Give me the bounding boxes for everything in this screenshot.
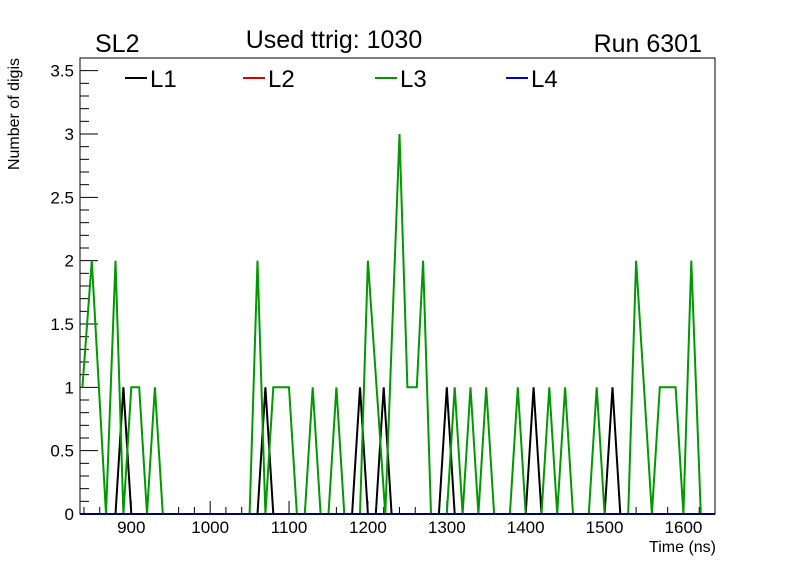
x-tick-label: 1400 <box>507 518 545 537</box>
y-tick-label: 2.5 <box>50 188 74 207</box>
x-tick-label: 1000 <box>191 518 229 537</box>
x-axis-label: Time (ns) <box>649 539 716 556</box>
y-tick-label: 0 <box>65 505 74 524</box>
y-tick-label: 0.5 <box>50 442 74 461</box>
x-tick-label: 1600 <box>665 518 703 537</box>
chart-title: Used ttrig: 1030 <box>246 26 423 54</box>
title-right: Run 6301 <box>594 30 702 58</box>
y-tick-label: 3 <box>65 125 74 144</box>
y-tick-label: 3.5 <box>50 62 74 81</box>
x-tick-label: 1300 <box>428 518 466 537</box>
legend-label-l3: L3 <box>400 66 427 93</box>
legend-label-l4: L4 <box>531 66 558 93</box>
y-tick-label: 2 <box>65 252 74 271</box>
x-tick-label: 1200 <box>349 518 387 537</box>
legend-label-l2: L2 <box>268 66 295 93</box>
y-tick-label: 1 <box>65 378 74 397</box>
plot-frame <box>79 57 716 515</box>
legend-label-l1: L1 <box>150 66 177 93</box>
x-tick-label: 1500 <box>586 518 624 537</box>
y-axis-label: Number of digis <box>6 58 23 170</box>
y-tick-label: 1.5 <box>50 315 74 334</box>
x-tick-label: 900 <box>117 518 145 537</box>
x-tick-label: 1100 <box>271 518 308 537</box>
series-line-l1 <box>80 387 704 515</box>
title-left: SL2 <box>95 30 139 58</box>
